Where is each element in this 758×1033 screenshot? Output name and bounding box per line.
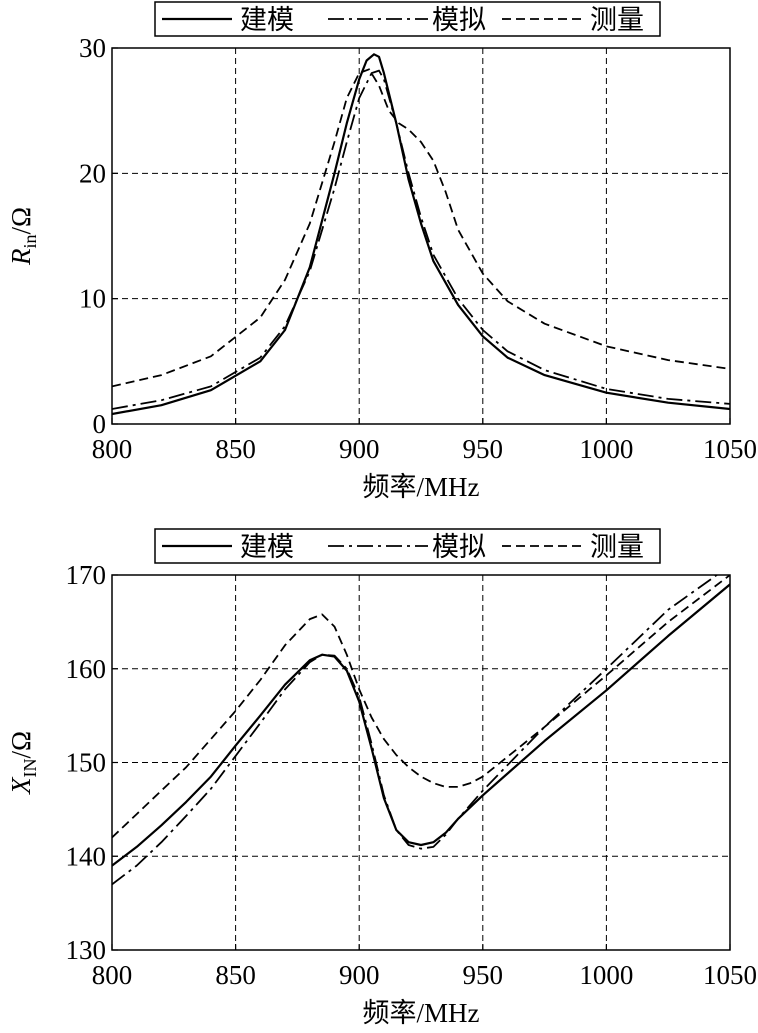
legend: 建模 模拟 测量 <box>154 528 661 564</box>
y-tick-label: 10 <box>79 284 106 314</box>
x-tick-label: 950 <box>463 960 504 990</box>
series-line-2 <box>112 575 719 886</box>
y-axis-label: Rin/Ω <box>6 207 40 266</box>
y-tick-label: 0 <box>93 409 107 439</box>
series-line-1 <box>112 53 730 416</box>
series-group <box>112 53 730 416</box>
x-tick-label: 1000 <box>579 434 633 464</box>
series-group <box>112 575 730 886</box>
x-axis-label: 频率/MHz <box>363 472 480 502</box>
legend-label-2: 模拟 <box>432 532 486 562</box>
x-tick-label: 800 <box>92 960 133 990</box>
series-line-3 <box>112 68 730 388</box>
y-tick-label: 130 <box>66 935 107 965</box>
x-tick-label: 1050 <box>703 434 757 464</box>
series-line-3 <box>112 575 730 839</box>
legend-label-3: 测量 <box>590 5 644 35</box>
y-tick-label: 140 <box>66 841 107 871</box>
y-axis-label: XIN/Ω <box>6 731 40 795</box>
series-line-2 <box>112 69 730 410</box>
chart-input-reactance: 800 850 900 950 1000 1050 130 140 150 160 170 频率/MH… <box>6 528 757 1028</box>
x-tick-label: 950 <box>463 434 504 464</box>
legend-label-1: 建模 <box>240 532 294 562</box>
x-tick-label: 800 <box>92 434 133 464</box>
legend-label-2: 模拟 <box>432 5 486 35</box>
x-tick-label: 850 <box>215 960 256 990</box>
y-tick-label: 170 <box>66 560 107 590</box>
x-axis-label: 频率/MHz <box>363 998 480 1028</box>
chart-input-resistance: 800 850 900 950 1000 1050 0 10 20 30 频率/MHz Rin/Ω 建模… <box>6 1 757 502</box>
y-tick-label: 150 <box>66 748 107 778</box>
x-tick-label: 900 <box>339 960 380 990</box>
legend-label-1: 建模 <box>240 5 294 35</box>
legend: 建模 模拟 测量 <box>154 1 661 37</box>
series-line-1 <box>112 583 730 867</box>
plot-frame <box>111 47 731 425</box>
x-tick-label: 1000 <box>579 960 633 990</box>
legend-label-3: 测量 <box>590 532 644 562</box>
x-tick-label: 1050 <box>703 960 757 990</box>
y-tick-label: 160 <box>66 654 107 684</box>
y-tick-label: 20 <box>79 158 106 188</box>
y-tick-label: 30 <box>79 33 106 63</box>
x-tick-label: 900 <box>339 434 380 464</box>
x-tick-label: 850 <box>215 434 256 464</box>
